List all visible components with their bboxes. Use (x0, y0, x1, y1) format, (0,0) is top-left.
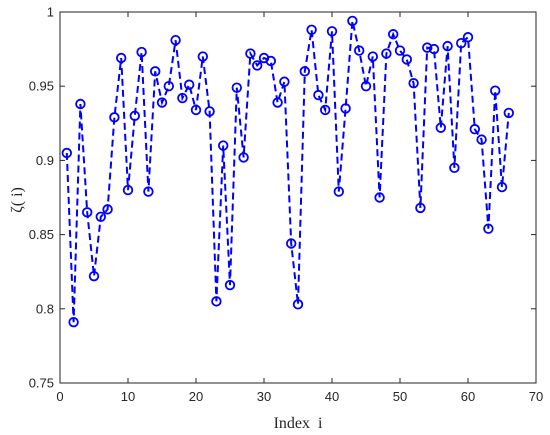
x-tick-label: 70 (529, 389, 543, 404)
data-point (333, 186, 345, 197)
data-point (469, 124, 481, 135)
y-tick-label: 0.75 (29, 376, 54, 391)
x-axis-ticks: 0 10 20 30 40 50 60 70 (56, 12, 543, 404)
data-point (347, 15, 358, 27)
data-point (129, 110, 141, 122)
plot-frame (59, 11, 537, 384)
data-point (456, 37, 467, 49)
data-point (95, 211, 107, 222)
data-point (245, 48, 256, 59)
y-axis-label: ζ( i) (9, 187, 26, 213)
x-tick-label: 60 (461, 389, 475, 404)
data-point (401, 54, 413, 65)
data-point (354, 45, 365, 56)
data-point (109, 112, 120, 123)
data-point (265, 55, 277, 67)
data-point (320, 104, 331, 116)
data-point (75, 98, 86, 110)
y-tick-label: 0.95 (29, 79, 54, 94)
data-point (190, 104, 202, 116)
data-point (408, 78, 419, 89)
data-point (156, 97, 168, 108)
data-point (326, 26, 338, 37)
data-point (224, 279, 236, 291)
data-point (299, 66, 311, 77)
y-tick-label: 0.85 (29, 227, 54, 242)
data-point (422, 42, 433, 53)
series-line (65, 20, 510, 323)
data-point (231, 82, 243, 93)
data-point (81, 207, 93, 218)
data-point (217, 140, 229, 151)
x-tick-label: 20 (189, 389, 203, 404)
data-point (136, 46, 147, 58)
data-point (435, 122, 447, 133)
x-axis-label: Index i (274, 415, 323, 432)
data-point (238, 152, 249, 163)
data-point (415, 202, 426, 214)
data-point (490, 85, 501, 96)
data-point (211, 296, 222, 307)
data-point (381, 48, 392, 59)
data-point (476, 134, 487, 145)
data-point (442, 40, 453, 52)
data-point (496, 181, 508, 193)
data-point (143, 186, 154, 197)
data-point (177, 92, 188, 104)
data-point (306, 24, 317, 36)
data-point (88, 270, 100, 282)
data-point (61, 147, 73, 159)
data-point (394, 45, 406, 56)
data-point (360, 80, 372, 92)
data-point (252, 60, 263, 71)
x-tick-label: 30 (257, 389, 271, 404)
x-tick-label: 10 (121, 389, 135, 404)
data-point (286, 238, 297, 249)
data-point (503, 107, 515, 119)
data-point (292, 299, 304, 310)
data-point (483, 223, 494, 234)
y-tick-label: 0.9 (36, 153, 54, 168)
plot-background (60, 12, 536, 383)
data-point (428, 43, 440, 55)
x-tick-label: 0 (56, 389, 63, 404)
data-point (102, 204, 113, 215)
data-point (279, 76, 290, 87)
data-point (272, 97, 283, 108)
data-point (204, 106, 215, 117)
data-point (197, 51, 209, 62)
data-point (313, 89, 324, 101)
x-tick-label: 40 (325, 389, 339, 404)
data-point (340, 103, 351, 114)
series-markers (61, 15, 515, 328)
data-point (149, 66, 161, 77)
data-point (374, 192, 385, 203)
data-point (462, 32, 474, 43)
y-tick-label: 0.8 (36, 301, 54, 316)
data-point (170, 34, 181, 46)
data-point (68, 316, 79, 328)
data-point (163, 80, 175, 92)
data-point (122, 184, 134, 196)
data-point (449, 162, 460, 174)
data-point (183, 79, 195, 90)
data-point (388, 29, 399, 40)
data-point (115, 52, 127, 64)
x-tick-label: 50 (393, 389, 407, 404)
y-axis-ticks: 0.75 0.8 0.85 0.9 0.95 1 (29, 5, 536, 391)
y-tick-label: 1 (47, 5, 54, 20)
data-point (367, 51, 379, 62)
